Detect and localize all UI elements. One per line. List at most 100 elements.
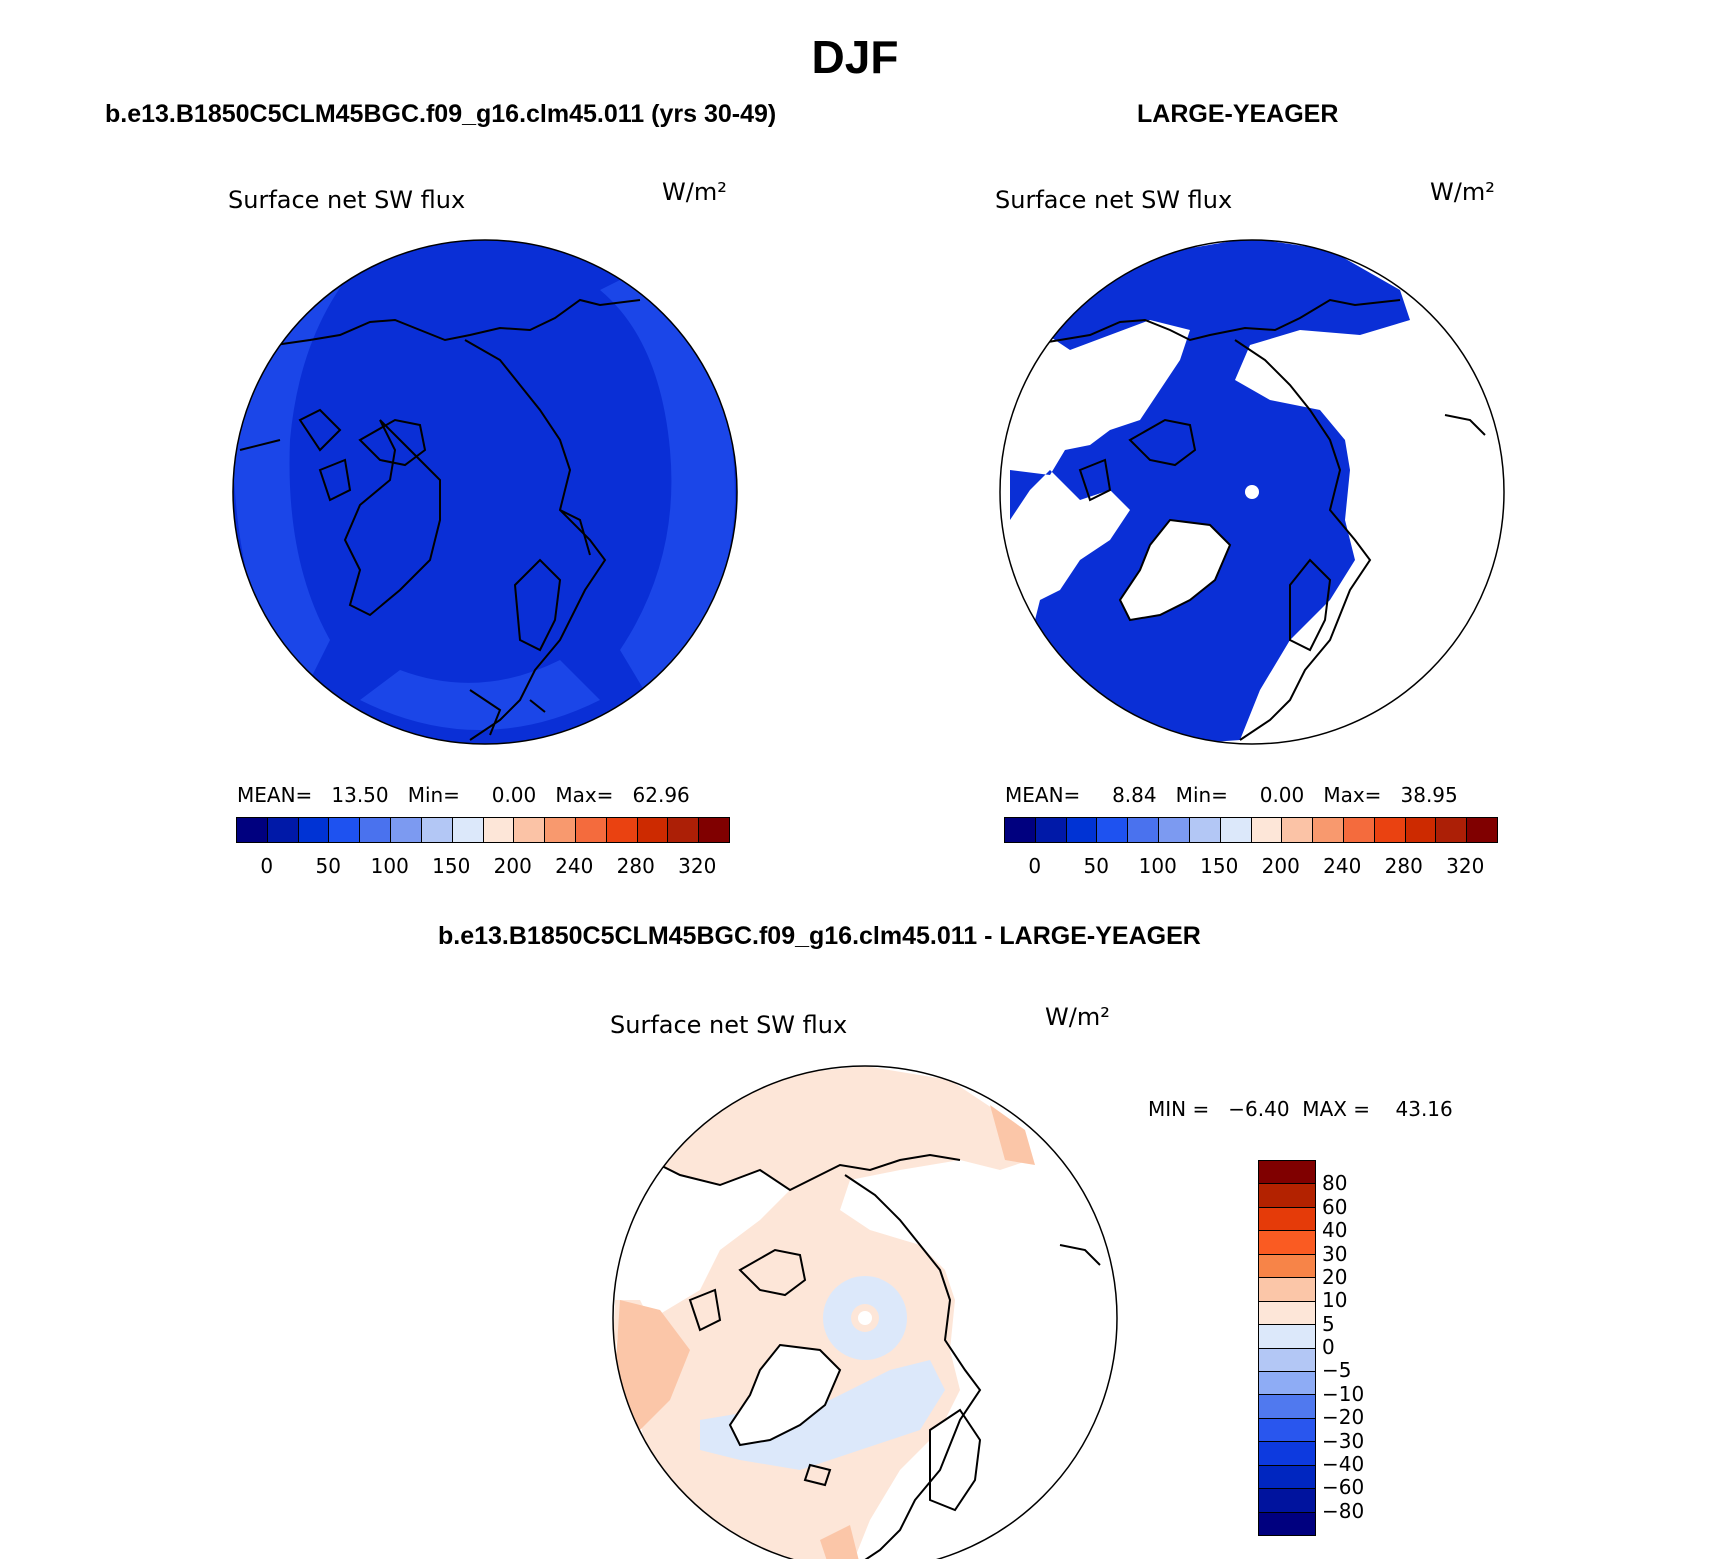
panel-2-colorbar-tick-label: 100: [1138, 854, 1177, 878]
panel-2-colorbar-tick-label: 0: [1028, 854, 1042, 878]
panel-3-colorbar-tick-label: −40: [1322, 1451, 1365, 1476]
panel-3-colorbar-swatch: [1259, 1161, 1315, 1185]
panel-3-colorbar-tick-label: 80: [1322, 1171, 1348, 1196]
panel-2-colorbar-tick-label: 280: [1384, 854, 1423, 878]
panel-1-title: b.e13.B1850C5CLM45BGC.f09_g16.clm45.011 …: [105, 100, 777, 128]
panel-1-stats: MEAN= 13.50 Min= 0.00 Max= 62.96: [237, 783, 690, 807]
panel-3-colorbar-tick-label: −60: [1322, 1475, 1365, 1500]
panel-3-colorbar-swatch: [1259, 1489, 1315, 1513]
panel-1-colorbar-tick-label: 200: [493, 854, 532, 878]
panel-3-colorbar-swatch: [1259, 1254, 1315, 1279]
panel-1-colorbar-tick-label: 100: [370, 854, 409, 878]
panel-3-colorbar-tick-label: 30: [1322, 1241, 1348, 1266]
panel-3-colorbar-swatch: [1259, 1207, 1315, 1232]
panel-3-variable-label: Surface net SW flux: [610, 1011, 848, 1039]
panel-2-units-label: W/m²: [1430, 178, 1495, 206]
panel-1-colorbar-swatch: [329, 818, 361, 842]
panel-3-colorbar-tick-label: 0: [1322, 1335, 1335, 1359]
panel-1-colorbar-swatch: [452, 818, 484, 842]
panel-2-colorbar-swatch: [1405, 818, 1437, 842]
panel-1-colorbar-swatch: [391, 818, 422, 842]
panel-1-colorbar-swatch: [237, 818, 268, 842]
panel-3-colorbar-tick-label: 40: [1322, 1218, 1348, 1243]
panel-3-colorbar-swatch: [1259, 1184, 1315, 1208]
panel-3-colorbar-swatch: [1259, 1325, 1315, 1349]
panel-3-colorbar-tick-label: 20: [1322, 1264, 1348, 1289]
panel-3-colorbar-swatch: [1259, 1395, 1315, 1419]
panel-3-colorbar-swatch: [1259, 1465, 1315, 1490]
panel-2-colorbar-swatch: [1282, 818, 1314, 842]
panel-2-colorbar-swatch: [1035, 818, 1067, 842]
panel-1-units-label: W/m²: [662, 178, 727, 206]
panel-3-colorbar-tick-label: −30: [1322, 1428, 1365, 1453]
panel-3-colorbar-swatch: [1259, 1512, 1315, 1535]
panel-2-colorbar-swatch: [1128, 818, 1160, 842]
panel-2-colorbar-swatch: [1066, 818, 1098, 842]
panel-2-colorbar-swatch: [1097, 818, 1129, 842]
panel-2-stats: MEAN= 8.84 Min= 0.00 Max= 38.95: [1005, 783, 1458, 807]
panel-2-colorbar-swatch: [1313, 818, 1344, 842]
panel-1-colorbar-labels: 0 50 100 150 200 240 280 320: [236, 854, 728, 878]
panel-1-colorbar-tick-label: 150: [432, 854, 471, 878]
panel-1-colorbar-swatch: [483, 818, 515, 842]
panel-3-colorbar-swatch: [1259, 1231, 1315, 1255]
panel-3-colorbar-tick-label: −20: [1322, 1405, 1365, 1430]
panel-2-colorbar-tick-label: 240: [1323, 854, 1362, 878]
panel-3-colorbar-swatch: [1259, 1418, 1315, 1443]
panel-2-variable-label: Surface net SW flux: [995, 186, 1233, 214]
panel-3-colorbar-swatch: [1259, 1278, 1315, 1302]
panel-3-colorbar-tick-label: 10: [1322, 1288, 1348, 1313]
panel-1-colorbar-swatch: [637, 818, 669, 842]
panel-2-colorbar: [1004, 817, 1498, 843]
panel-3-colorbar-swatch: [1259, 1371, 1315, 1396]
panel-1-colorbar-swatch: [606, 818, 638, 842]
panel-2-colorbar-tick-label: 50: [1083, 854, 1109, 878]
panel-3-colorbar-tick-label: −80: [1322, 1498, 1365, 1523]
panel-3-stats: MIN = −6.40 MAX = 43.16: [1148, 1097, 1453, 1121]
panel-3-units-label: W/m²: [1045, 1003, 1110, 1031]
panel-3-colorbar-swatch: [1259, 1301, 1315, 1326]
panel-1-colorbar-swatch: [575, 818, 607, 842]
panel-1-colorbar-swatch: [699, 818, 729, 842]
panel-3-colorbar-swatch: [1259, 1442, 1315, 1466]
panel-2-colorbar-tick-label: 150: [1200, 854, 1239, 878]
panel-2-colorbar-swatch: [1467, 818, 1497, 842]
panel-3-colorbar-tick-label: −5: [1322, 1358, 1352, 1383]
panel-1-variable-label: Surface net SW flux: [228, 186, 466, 214]
panel-2-colorbar-swatch: [1436, 818, 1468, 842]
panel-1-colorbar: [236, 817, 730, 843]
panel-3-colorbar-swatch: [1259, 1348, 1315, 1372]
panel-3-colorbar-labels: 80 60 40 30 20 10 5 0 −5 −10 −20 −30 −40 −60 −80: [1322, 1160, 1402, 1534]
panel-2-colorbar-tick-label: 200: [1261, 854, 1300, 878]
panel-1-colorbar-tick-label: 320: [678, 854, 717, 878]
panel-2-colorbar-swatch: [1374, 818, 1406, 842]
panel-1-colorbar-swatch: [267, 818, 299, 842]
panel-1-colorbar-tick-label: 0: [260, 854, 274, 878]
panel-1-colorbar-swatch: [360, 818, 392, 842]
panel-2-colorbar-labels: 0 50 100 150 200 240 280 320: [1004, 854, 1496, 878]
panel-3-colorbar-tick-label: −10: [1322, 1381, 1365, 1406]
page-title: DJF: [811, 31, 899, 83]
panel-2-colorbar-swatch: [1005, 818, 1036, 842]
panel-3-colorbar-tick-label: 60: [1322, 1194, 1348, 1219]
panel-1-colorbar-swatch: [514, 818, 546, 842]
panel-1-colorbar-tick-label: 240: [555, 854, 594, 878]
panel-2-colorbar-swatch: [1159, 818, 1190, 842]
panel-2-colorbar-swatch: [1251, 818, 1283, 842]
panel-2-colorbar-swatch: [1220, 818, 1252, 842]
panel-3-colorbar-tick-label: 5: [1322, 1311, 1335, 1336]
panel-3-title: b.e13.B1850C5CLM45BGC.f09_g16.clm45.011 …: [438, 922, 1201, 950]
panel-3-colorbar: [1258, 1160, 1316, 1536]
panel-1-colorbar-swatch: [668, 818, 700, 842]
panel-2-colorbar-swatch: [1189, 818, 1221, 842]
panel-1-colorbar-swatch: [421, 818, 453, 842]
panel-1-colorbar-swatch: [545, 818, 576, 842]
panel-2-colorbar-tick-label: 320: [1446, 854, 1485, 878]
panel-1-colorbar-swatch: [298, 818, 330, 842]
panel-2-title: LARGE-YEAGER: [1137, 100, 1339, 128]
panel-1-colorbar-tick-label: 50: [315, 854, 341, 878]
panel-2-colorbar-swatch: [1343, 818, 1375, 842]
